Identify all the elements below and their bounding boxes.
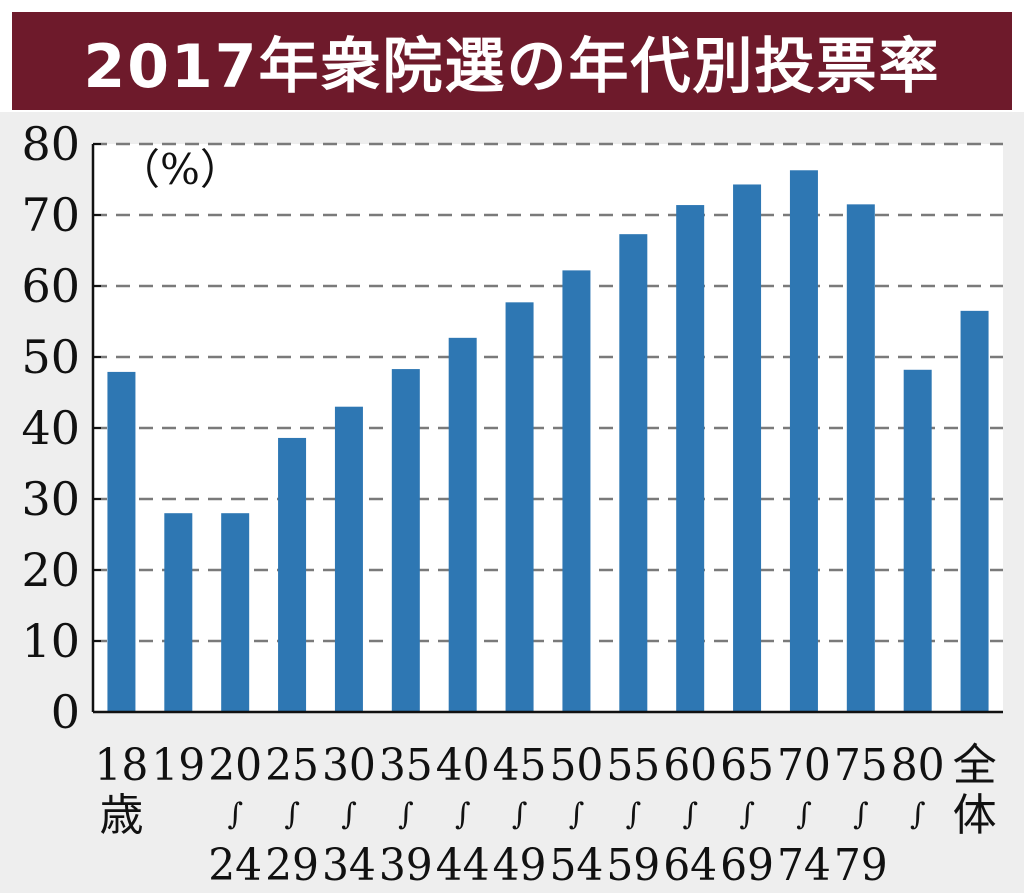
x-tick-label: 79 <box>834 840 888 891</box>
bar <box>391 369 420 712</box>
x-tick-label: 20 <box>208 740 262 791</box>
bar <box>903 369 932 712</box>
y-tick-label: 50 <box>21 330 80 384</box>
bar <box>334 406 363 712</box>
bar <box>676 205 705 712</box>
bar <box>107 371 136 712</box>
x-tick-label: ∫ <box>853 797 869 832</box>
x-tick-label: 54 <box>549 840 603 891</box>
y-tick-label: 0 <box>51 685 80 739</box>
x-tick-label: 19 <box>151 740 205 791</box>
x-tick-label: 59 <box>606 840 660 891</box>
y-tick-label: 10 <box>21 614 80 668</box>
bar <box>846 204 875 712</box>
bar <box>221 513 250 712</box>
x-tick-label: 体 <box>953 790 997 841</box>
x-tick-label: ∫ <box>682 797 698 832</box>
x-tick-label: 35 <box>379 740 433 791</box>
y-tick-label: 30 <box>21 472 80 526</box>
y-unit-label: （%） <box>118 145 242 194</box>
x-tick-label: 50 <box>549 740 603 791</box>
bar <box>448 337 477 712</box>
y-tick-label: 80 <box>21 117 80 171</box>
y-tick-label: 20 <box>21 543 80 597</box>
bar <box>960 310 989 712</box>
bar <box>789 170 818 712</box>
x-tick-label: 全 <box>953 740 997 791</box>
x-tick-label: ∫ <box>739 797 755 832</box>
x-tick-label: 75 <box>834 740 888 791</box>
x-tick-label: 29 <box>265 840 319 891</box>
x-tick-label: 25 <box>265 740 319 791</box>
bar <box>505 302 534 712</box>
bar <box>278 437 307 712</box>
x-tick-label: ∫ <box>796 797 812 832</box>
x-tick-label: ∫ <box>910 797 926 832</box>
x-tick-label: ∫ <box>398 797 414 832</box>
x-tick-label: 歳 <box>99 790 143 841</box>
x-tick-label: ∫ <box>455 797 471 832</box>
y-tick-labels: 0 10 20 30 40 50 60 70 80 <box>21 117 80 739</box>
axes <box>91 143 1003 714</box>
x-tick-label: 45 <box>493 740 547 791</box>
x-tick-label: 80 <box>891 740 945 791</box>
x-tick-label: 64 <box>663 840 717 891</box>
x-tick-label: 30 <box>322 740 376 791</box>
x-tick-label: 70 <box>777 740 831 791</box>
x-tick-label: ∫ <box>625 797 641 832</box>
x-tick-label: 44 <box>436 840 490 891</box>
x-tick-label: 34 <box>322 840 376 891</box>
title-banner: 2017年衆院選の年代別投票率 <box>12 12 1012 110</box>
y-tick-label: 60 <box>21 259 80 313</box>
x-tick-label: 55 <box>606 740 660 791</box>
x-tick-label: 74 <box>777 840 831 891</box>
x-tick-label: ∫ <box>227 797 243 832</box>
x-tick-label: ∫ <box>284 797 300 832</box>
bar <box>164 513 193 712</box>
y-tick-label: 70 <box>21 188 80 242</box>
x-tick-label: 49 <box>493 840 547 891</box>
x-tick-label: ∫ <box>512 797 528 832</box>
x-tick-label: 18 <box>94 740 148 791</box>
x-tick-label: ∫ <box>569 797 585 832</box>
x-tick-label: ∫ <box>341 797 357 832</box>
x-tick-label: 39 <box>379 840 433 891</box>
x-tick-label: 69 <box>720 840 774 891</box>
x-tick-label: 40 <box>436 740 490 791</box>
x-tick-label: 24 <box>208 840 262 891</box>
x-tick-label: 60 <box>663 740 717 791</box>
bar <box>733 184 762 713</box>
y-tick-label: 40 <box>21 401 80 455</box>
bar <box>619 234 648 713</box>
bars <box>107 170 989 713</box>
chart-area: 0 10 20 30 40 50 60 70 80 18 歳 19 20 ∫ 24 25 ∫ 29 30 ∫ 34 35… <box>0 112 1024 893</box>
bar <box>562 270 591 712</box>
x-tick-label: 65 <box>720 740 774 791</box>
chart-title: 2017年衆院選の年代別投票率 <box>83 31 941 102</box>
